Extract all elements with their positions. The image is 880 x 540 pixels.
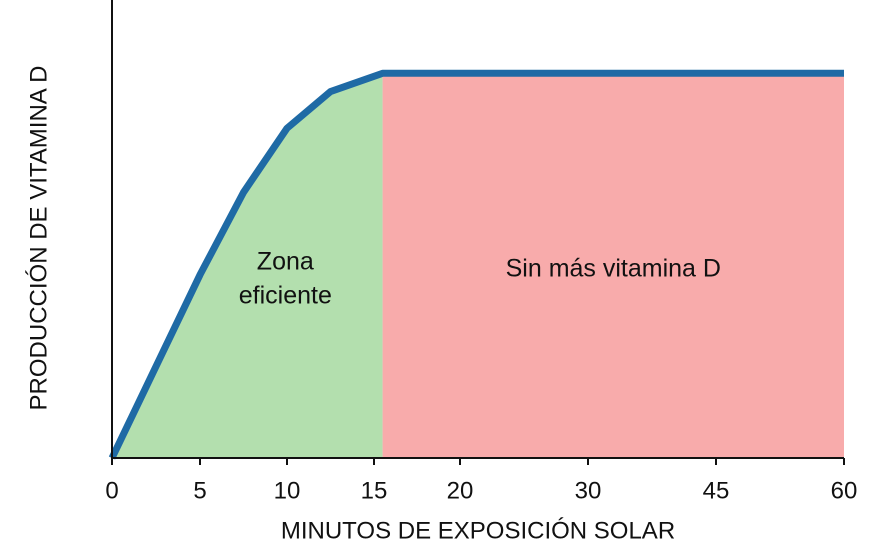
zone-area <box>112 73 383 458</box>
x-tick-label: 20 <box>447 477 474 504</box>
x-tick-label: 60 <box>831 477 858 504</box>
zone-label: eficiente <box>239 282 332 310</box>
x-tick-label: 10 <box>274 477 301 504</box>
x-tick-label: 45 <box>703 477 730 504</box>
zone-area <box>382 73 844 458</box>
zone-label: Sin más vitamina D <box>506 255 721 283</box>
y-axis-label: PRODUCCIÓN DE VITAMINA D <box>25 66 52 411</box>
x-tick-label: 5 <box>193 477 206 504</box>
x-axis-label: MINUTOS DE EXPOSICIÓN SOLAR <box>281 517 675 540</box>
x-tick-label: 30 <box>575 477 602 504</box>
zone-label: Zona <box>257 248 314 276</box>
data-line <box>108 69 844 460</box>
x-tick-label: 15 <box>361 477 388 504</box>
x-tick-label: 0 <box>105 477 118 504</box>
zones <box>112 73 844 458</box>
